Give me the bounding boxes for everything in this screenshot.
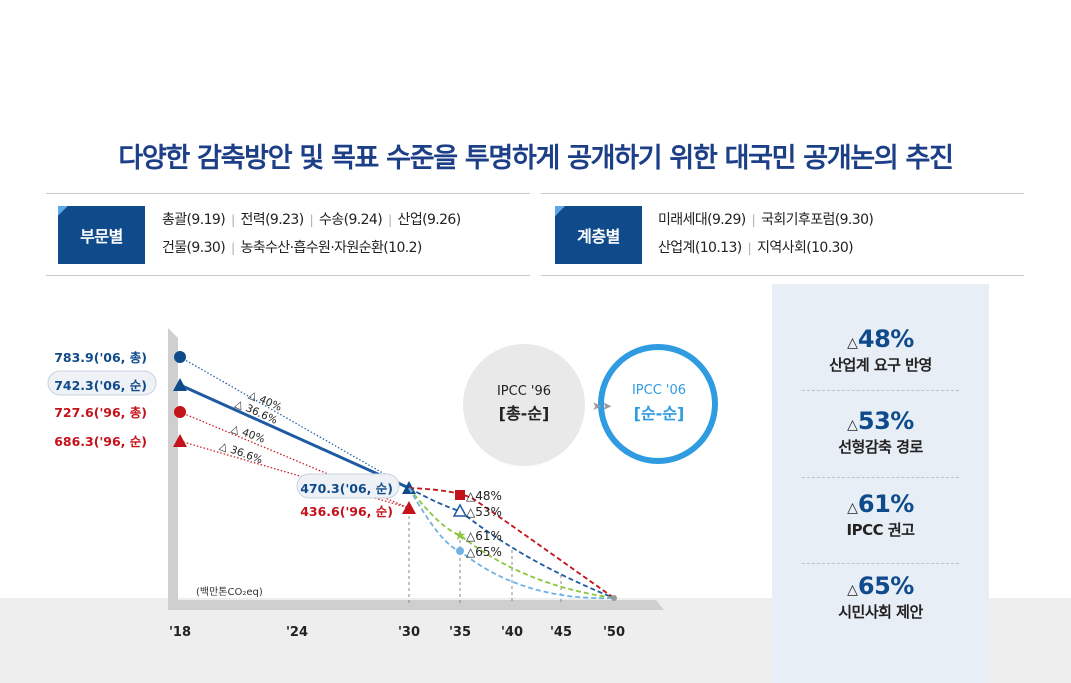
goal-65: △65% 시민사회 제안 — [772, 572, 989, 622]
ipcc-diagram: IPCC '96 [총-순] IPCC '06 [순-순] ➤➤ — [463, 344, 718, 466]
group-schedule-row-2: 산업계(10.13)지역사회(10.30) — [658, 234, 873, 262]
baseline-marker — [173, 434, 187, 447]
ipcc-arrow-icon: ➤➤ — [592, 399, 612, 413]
sector-schedule-row-1: 총괄(9.19)전력(9.23)수송(9.24)산업(9.26) — [162, 206, 461, 234]
baseline-marker — [174, 406, 186, 418]
goal-53: △53% 선형감축 경로 — [772, 407, 989, 457]
reduction-label: △ 40% — [230, 423, 267, 446]
delta-icon: △ — [847, 582, 858, 598]
ipcc-96-line1: IPCC '96 — [497, 384, 551, 399]
pathway-label: △53% — [466, 505, 502, 519]
x-tick-label: '40 — [501, 625, 523, 640]
x-tick-label: '35 — [449, 625, 471, 640]
target-highlight — [296, 473, 400, 499]
delta-icon: △ — [847, 335, 858, 351]
group-item-future-generation: 미래세대(9.29) — [658, 212, 746, 228]
goal-desc: IPCC 권고 — [846, 521, 915, 539]
goal-desc: 산업계 요구 반영 — [829, 356, 932, 374]
sector-schedule: 총괄(9.19)전력(9.23)수송(9.24)산업(9.26) 건물(9.30… — [162, 206, 461, 262]
pathway-line — [408, 487, 615, 599]
baseline-marker — [173, 378, 187, 391]
sector-schedule-row-2: 건물(9.30)농축수산·흡수원·자원순환(10.2) — [162, 234, 461, 262]
pathway-marker — [456, 547, 464, 555]
target-marker-96 — [402, 501, 416, 514]
pathway-marker — [455, 490, 465, 500]
sector-tag: 부문별 — [58, 206, 145, 264]
sector-item-general: 총괄(9.19) — [162, 212, 226, 228]
target-label: 470.3('06, 순) — [300, 481, 393, 496]
emissions-chart: IPCC '96 [총-순] IPCC '06 [순-순] ➤➤ (백만톤CO₂… — [47, 328, 718, 640]
pathway-line — [408, 487, 615, 599]
x-tick-label: '24 — [286, 625, 308, 640]
baseline-label: 742.3('06, 순) — [54, 378, 147, 393]
header-divider-top-right — [541, 193, 1024, 194]
goal-separator — [802, 477, 959, 478]
pathway-line — [408, 487, 615, 600]
sector-tag-label: 부문별 — [80, 227, 123, 246]
baseline-marker — [174, 351, 186, 363]
x-tick-label: '50 — [603, 625, 625, 640]
pathway-marker: ★ — [454, 528, 467, 544]
header-divider-bottom-right — [541, 275, 1024, 276]
goal-pct: 61% — [857, 490, 914, 518]
pathway-label: △48% — [466, 489, 502, 503]
sector-item-transport: 수송(9.24) — [304, 212, 383, 228]
ipcc-06-circle — [598, 344, 718, 464]
pathway-line — [408, 487, 615, 599]
target-label: 436.6('96, 순) — [300, 504, 393, 519]
baseline-highlight — [47, 370, 157, 396]
endpoint-marker — [611, 595, 617, 601]
line-96-net — [179, 440, 410, 509]
line-06-net — [179, 383, 410, 490]
ipcc-96-line2: [총-순] — [499, 404, 550, 423]
header-divider-bottom-left — [46, 275, 530, 276]
sector-item-building: 건물(9.30) — [162, 240, 226, 256]
goal-pct: 48% — [857, 325, 914, 353]
page-title: 다양한 감축방안 및 목표 수준을 투명하게 공개하기 위한 대국민 공개논의 … — [118, 143, 954, 174]
ipcc-96-circle — [463, 344, 585, 466]
delta-icon: △ — [847, 500, 858, 516]
sector-item-industry: 산업(9.26) — [382, 212, 461, 228]
sector-item-power: 전력(9.23) — [225, 212, 304, 228]
x-tick-label: '45 — [550, 625, 572, 640]
goal-61: △61% IPCC 권고 — [772, 490, 989, 540]
header-divider-top-left — [46, 193, 530, 194]
goal-pct: 65% — [857, 572, 914, 600]
sector-item-agriculture: 농축수산·흡수원·자원순환(10.2) — [225, 240, 422, 256]
line-06-gross — [179, 356, 410, 489]
x-tick-label: '18 — [169, 625, 191, 640]
group-item-local-community: 지역사회(10.30) — [742, 240, 854, 256]
goal-desc: 시민사회 제안 — [838, 603, 923, 621]
baseline-label: 727.6('96, 총) — [54, 405, 147, 420]
pathway-label: △65% — [466, 545, 502, 559]
goal-pct: 53% — [857, 407, 914, 435]
x-tick-label: '30 — [398, 625, 420, 640]
group-item-industry: 산업계(10.13) — [658, 240, 742, 256]
baseline-label: 783.9('06, 총) — [54, 350, 147, 365]
y-axis-wall — [168, 328, 178, 610]
delta-icon: △ — [847, 417, 858, 433]
goals-panel: △48% 산업계 요구 반영 △53% 선형감축 경로 △61% IPCC 권고… — [772, 284, 989, 683]
group-tag: 계층별 — [555, 206, 642, 264]
ipcc-06-line1: IPCC '06 — [632, 383, 686, 398]
ipcc-06-line2: [순-순] — [634, 404, 685, 423]
x-axis-floor — [168, 600, 664, 610]
baseline-label: 686.3('96, 순) — [54, 434, 147, 449]
group-tag-label: 계층별 — [577, 227, 620, 246]
group-item-climate-forum: 국회기후포럼(9.30) — [746, 212, 874, 228]
goal-48: △48% 산업계 요구 반영 — [772, 325, 989, 375]
goal-separator — [802, 563, 959, 564]
goal-separator — [802, 390, 959, 391]
unit-label: (백만톤CO₂eq) — [196, 586, 263, 598]
group-schedule: 미래세대(9.29)국회기후포럼(9.30) 산업계(10.13)지역사회(10… — [658, 206, 874, 262]
group-schedule-row-1: 미래세대(9.29)국회기후포럼(9.30) — [658, 206, 874, 234]
pathway-marker — [452, 503, 468, 517]
goal-desc: 선형감축 경로 — [838, 438, 923, 456]
pathway-label: △61% — [466, 529, 502, 543]
